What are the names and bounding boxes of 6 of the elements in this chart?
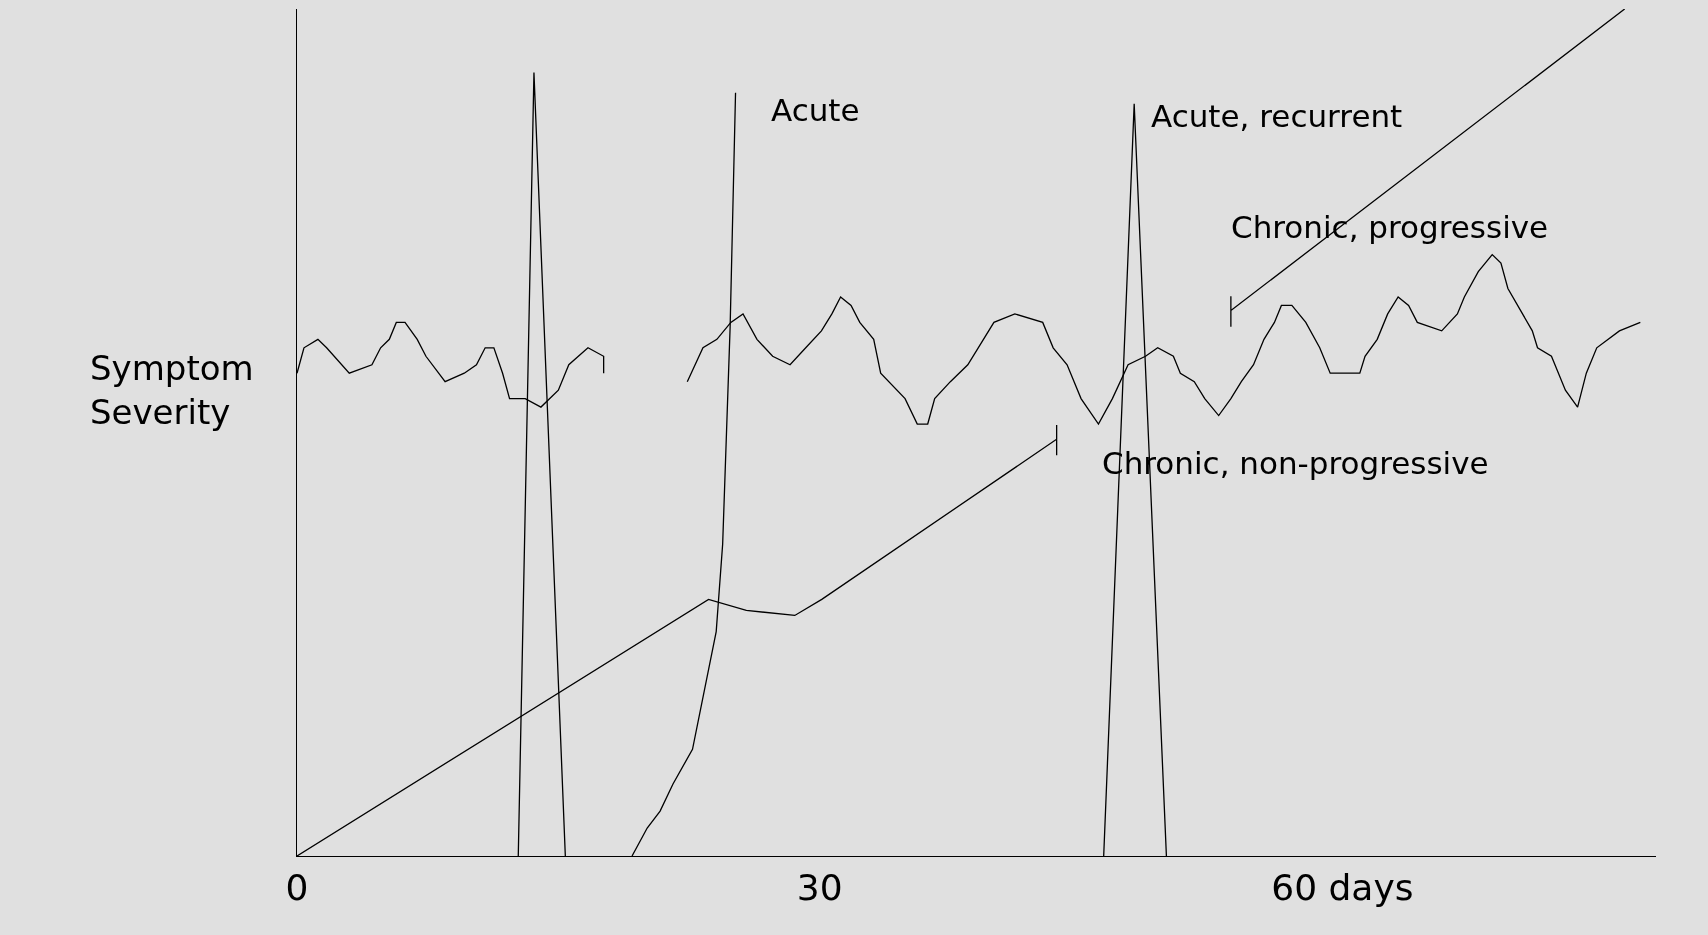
annotation: Acute, recurrent <box>1151 98 1403 134</box>
x-tick-label: 30 <box>796 867 843 909</box>
x-tick-label: 60 days <box>1271 867 1414 909</box>
x-tick-label: 0 <box>285 867 309 909</box>
y-axis-title: Symptom Severity <box>90 348 254 433</box>
annotation: Acute <box>771 92 860 128</box>
